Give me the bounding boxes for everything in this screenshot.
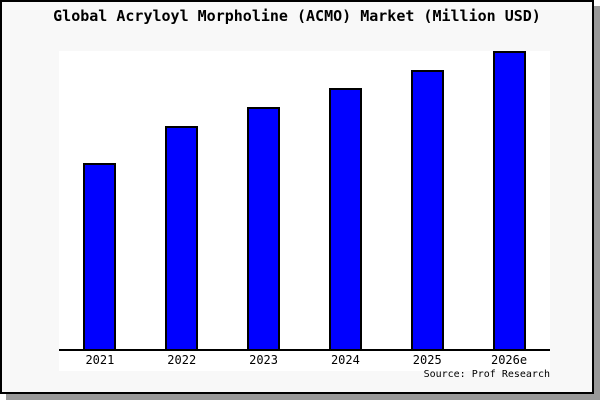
x-tick-label-2026e: 2026e: [490, 353, 528, 367]
x-tick-label-2023: 2023: [249, 353, 279, 367]
x-tick-label-2022: 2022: [167, 353, 197, 367]
x-tick-label-2025: 2025: [412, 353, 442, 367]
x-axis-line: [59, 349, 550, 351]
x-tick-label-2024: 2024: [330, 353, 360, 367]
bar-2021: [83, 163, 117, 349]
x-axis-labels: 2021 2022 2023 2024 2025 2026e: [59, 353, 550, 368]
bar-2026e: [492, 51, 526, 349]
x-tick-label-2021: 2021: [85, 353, 115, 367]
bar-2025: [410, 70, 444, 349]
bars-container: [59, 51, 550, 349]
source-annotation: Source: Prof Research: [423, 369, 550, 380]
bar-2022: [165, 126, 199, 349]
plot-area: [59, 51, 550, 371]
chart-title: Global Acryloyl Morpholine (ACMO) Market…: [53, 7, 541, 25]
chart-frame: Global Acryloyl Morpholine (ACMO) Market…: [0, 0, 594, 394]
bar-2024: [328, 88, 362, 349]
bar-2023: [247, 107, 281, 349]
